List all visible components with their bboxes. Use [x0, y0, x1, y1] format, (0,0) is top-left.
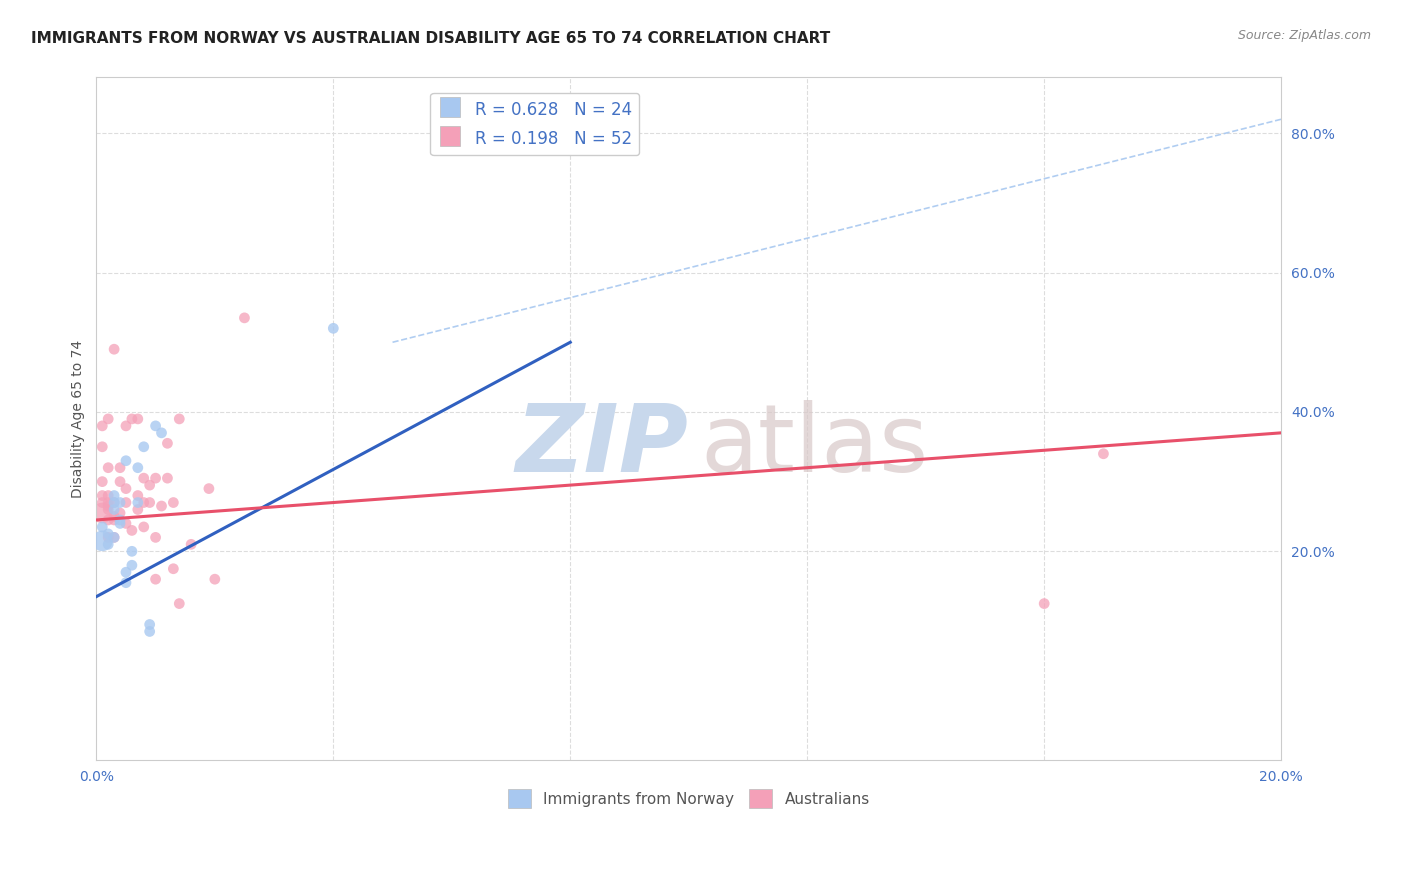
Point [97, 537, 120, 551]
Point [97, 530, 120, 544]
Point [127, 412, 149, 426]
Point [121, 524, 143, 538]
Text: ZIP: ZIP [516, 401, 689, 492]
Point [127, 460, 149, 475]
Point [91, 533, 114, 548]
Point [204, 572, 226, 586]
Point [156, 471, 179, 485]
Point [97, 513, 120, 527]
Point [162, 562, 184, 576]
Point [115, 495, 138, 509]
Point [97, 502, 120, 516]
Point [103, 489, 125, 503]
Point [169, 597, 191, 611]
Text: atlas: atlas [700, 401, 929, 492]
Point [108, 460, 131, 475]
Point [91, 440, 114, 454]
Point [127, 489, 149, 503]
Point [138, 495, 160, 509]
Point [121, 412, 143, 426]
Point [132, 440, 155, 454]
Text: IMMIGRANTS FROM NORWAY VS AUSTRALIAN DISABILITY AGE 65 TO 74 CORRELATION CHART: IMMIGRANTS FROM NORWAY VS AUSTRALIAN DIS… [31, 31, 830, 46]
Point [91, 506, 114, 520]
Point [138, 617, 160, 632]
Point [97, 499, 120, 513]
Point [1033, 597, 1056, 611]
Point [150, 499, 173, 513]
Point [115, 575, 138, 590]
Point [115, 566, 138, 580]
Point [115, 454, 138, 468]
Point [145, 572, 167, 586]
Point [108, 495, 131, 509]
Point [1092, 447, 1115, 461]
Y-axis label: Disability Age 65 to 74: Disability Age 65 to 74 [72, 340, 86, 498]
Point [198, 482, 221, 496]
Point [103, 509, 125, 524]
Point [97, 412, 120, 426]
Point [108, 516, 131, 531]
Point [108, 506, 131, 520]
Point [103, 495, 125, 509]
Point [138, 624, 160, 639]
Point [97, 495, 120, 509]
Point [103, 530, 125, 544]
Point [180, 537, 202, 551]
Point [145, 471, 167, 485]
Point [103, 513, 125, 527]
Point [322, 321, 344, 335]
Point [127, 502, 149, 516]
Point [150, 425, 173, 440]
Point [115, 418, 138, 433]
Point [121, 544, 143, 558]
Point [91, 489, 114, 503]
Point [108, 475, 131, 489]
Point [108, 513, 131, 527]
Point [127, 495, 149, 509]
Point [132, 520, 155, 534]
Text: Source: ZipAtlas.com: Source: ZipAtlas.com [1237, 29, 1371, 42]
Legend: Immigrants from Norway, Australians: Immigrants from Norway, Australians [502, 783, 876, 814]
Point [115, 482, 138, 496]
Point [169, 412, 191, 426]
Point [138, 478, 160, 492]
Point [156, 436, 179, 450]
Point [233, 310, 256, 325]
Point [115, 516, 138, 531]
Point [91, 495, 114, 509]
Point [91, 475, 114, 489]
Point [97, 489, 120, 503]
Point [97, 527, 120, 541]
Point [103, 495, 125, 509]
Point [97, 460, 120, 475]
Point [103, 530, 125, 544]
Point [121, 558, 143, 573]
Point [162, 495, 184, 509]
Point [145, 418, 167, 433]
Point [91, 418, 114, 433]
Point [103, 343, 125, 357]
Point [145, 530, 167, 544]
Point [132, 471, 155, 485]
Point [132, 495, 155, 509]
Point [103, 502, 125, 516]
Point [91, 520, 114, 534]
